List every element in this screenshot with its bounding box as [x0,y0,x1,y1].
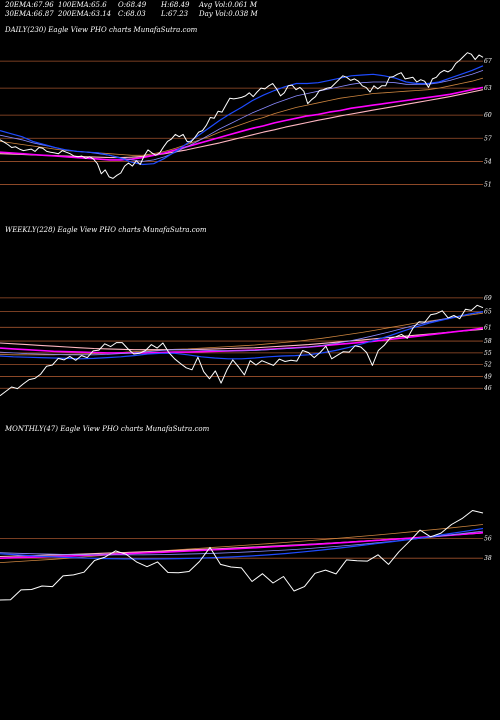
header-ema100: 100EMA:65.6 [58,1,107,9]
header-ema100-value: 65.6 [91,1,107,9]
header-ema200-label: 200EMA: [58,10,92,18]
header-avg-vol-value: 0.061 M [227,1,258,9]
weekly-y-label-55: 55 [484,350,492,357]
daily-ema20-line [0,65,484,166]
monthly-panel-title: MONTHLY(47) Eagle View PHO charts Munafa… [5,425,210,433]
header-open-value: 68.49 [126,1,147,9]
weekly-ema200-line [0,328,484,351]
header-ema100-label: 100EMA: [58,1,92,9]
header-avg-vol: Avg Vol:0.061 M [199,1,257,9]
header-high-value: 68.49 [169,1,190,9]
weekly-ema30-line [0,311,484,356]
header-low-value: 67.23 [168,10,189,18]
header-ema20-label: 20EMA: [5,1,34,9]
header-ema20: 20EMA:67.96 [5,1,54,9]
header-avg-vol-label: Avg Vol: [199,1,228,9]
header-high-label: H: [161,1,170,9]
monthly-y-label-56: 56 [484,535,492,542]
monthly-price-line [0,510,484,601]
header-day-vol: Day Vol:0.038 M [199,10,258,18]
daily-price-line [0,52,484,179]
header-ema30: 30EMA:66.87 [5,10,54,18]
weekly-y-label-69: 69 [484,295,492,302]
header-close-value: 68.03 [125,10,146,18]
header-day-vol-label: Day Vol: [199,10,229,18]
header-high: H:68.49 [161,1,190,9]
header-low-label: L: [161,10,169,18]
daily-y-label-63: 63 [484,85,492,92]
header-ema200: 200EMA:63.14 [58,10,111,18]
daily-y-label-54: 54 [484,158,492,165]
daily-y-label-67: 67 [484,58,492,65]
daily-ema100-line [0,86,484,161]
daily-y-label-51: 51 [484,182,492,189]
weekly-ema20-line [0,311,484,360]
monthly-ema_brown-line [0,524,484,563]
weekly-y-label-61: 61 [484,324,492,331]
header-low: L:67.23 [161,10,188,18]
header-ema30-label: 30EMA: [5,10,34,18]
header-close-label: C: [118,10,126,18]
daily-ema30-line [0,70,484,162]
header-ema200-value: 63.14 [91,10,112,18]
header-open-label: O: [118,1,127,9]
daily-y-label-57: 57 [484,135,492,142]
weekly-price-line [0,304,484,397]
header-ema20-value: 67.96 [33,1,54,9]
header-close: C:68.03 [118,10,146,18]
monthly-ema200-line [0,532,484,558]
header-ema30-value: 66.87 [33,10,54,18]
weekly-y-label-65: 65 [484,309,492,316]
daily-y-label-60: 60 [484,112,492,119]
weekly-y-label-58: 58 [484,338,492,345]
weekly-y-label-52: 52 [484,362,492,369]
monthly-ema100-line [0,531,484,559]
weekly-panel-title: WEEKLY(228) Eagle View PHO charts Munafa… [5,226,207,234]
header-day-vol-value: 0.038 M [228,10,258,18]
monthly-ema20-line [0,527,484,560]
daily-panel-title: DAILY(230) Eagle View PHO charts MunafaS… [5,26,198,34]
weekly-ema_brown-line [0,312,484,356]
header-open: O:68.49 [118,1,146,9]
daily-ema_brown-line [0,77,484,156]
monthly-ema30-line [0,530,484,556]
weekly-y-label-49: 49 [483,373,492,380]
monthly-y-label-38: 38 [484,555,492,562]
weekly-y-label-46: 46 [483,385,492,392]
